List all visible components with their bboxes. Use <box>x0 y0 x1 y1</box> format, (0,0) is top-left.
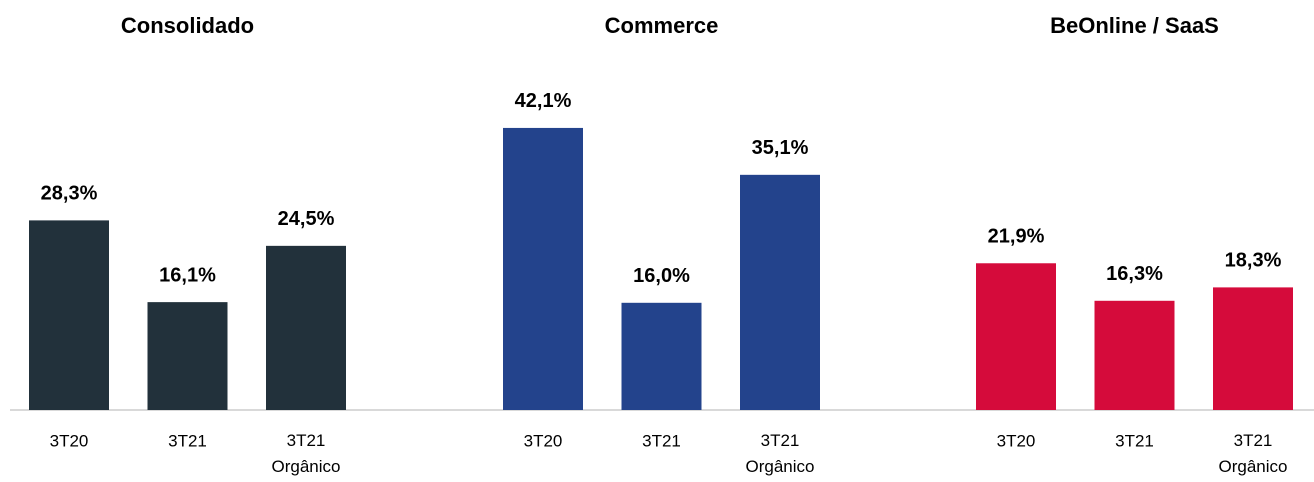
chart-title: Commerce <box>605 13 719 38</box>
bar <box>266 245 346 410</box>
value-label: 21,9% <box>988 226 1045 248</box>
x-tick-label: 3T21 Orgânico <box>272 431 341 476</box>
bar <box>1094 300 1175 410</box>
x-tick-label: 3T20 <box>997 431 1036 450</box>
x-tick-label: 3T21 <box>1115 431 1154 450</box>
value-label: 16,1% <box>159 264 216 286</box>
x-tick-label: 3T21 <box>168 431 207 450</box>
value-label: 16,0% <box>633 265 690 287</box>
bar <box>147 302 228 410</box>
value-label: 16,3% <box>1106 263 1163 285</box>
value-label: 24,5% <box>278 208 335 230</box>
x-tick-label: 3T21 Orgânico <box>746 431 815 476</box>
bar <box>976 263 1056 410</box>
bar <box>1213 287 1293 410</box>
bar <box>621 302 702 410</box>
x-tick-label: 3T21 Orgânico <box>1219 431 1288 476</box>
value-label: 28,3% <box>41 183 98 205</box>
chart-title: Consolidado <box>121 13 254 38</box>
x-tick-label: 3T20 <box>524 431 563 450</box>
bar <box>29 220 109 410</box>
chart-title: BeOnline / SaaS <box>1050 13 1219 38</box>
x-tick-label: 3T21 <box>642 431 681 450</box>
value-label: 18,3% <box>1225 250 1282 272</box>
value-label: 42,1% <box>515 90 572 112</box>
value-label: 35,1% <box>752 137 809 159</box>
bar <box>503 127 583 411</box>
bar <box>740 174 820 410</box>
x-tick-label: 3T20 <box>50 431 89 450</box>
